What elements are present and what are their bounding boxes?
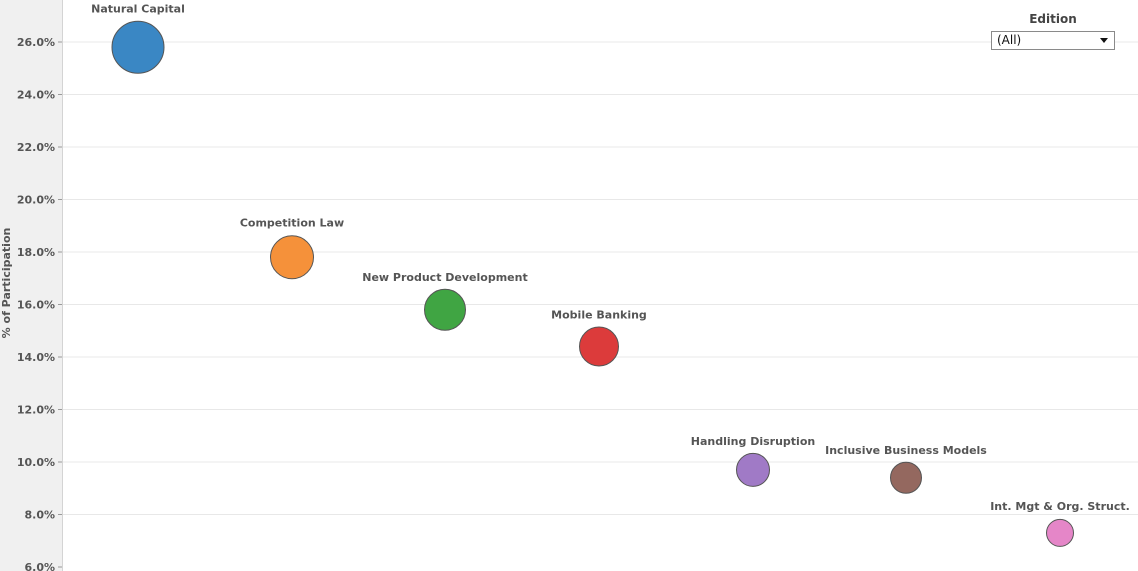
edition-dropdown[interactable]: (All) [991, 31, 1115, 50]
bubble-mark[interactable] [890, 461, 922, 494]
y-tick-label: 22.0% [17, 141, 55, 154]
bubble-mark[interactable] [1046, 518, 1074, 547]
bubble-label: Competition Law [240, 216, 344, 229]
bubble-mark[interactable] [736, 452, 770, 487]
edition-selected-value: (All) [997, 33, 1022, 47]
y-axis-line [62, 0, 63, 571]
bubble-mark[interactable] [270, 235, 314, 280]
bubble-label: Mobile Banking [551, 309, 647, 322]
y-tick-label: 24.0% [17, 89, 55, 102]
bubble-label: New Product Development [362, 271, 527, 284]
bubble-label: Int. Mgt & Org. Struct. [990, 500, 1130, 513]
y-tick-label: 10.0% [17, 456, 55, 469]
y-tick-label: 8.0% [24, 509, 55, 522]
y-tick-label: 16.0% [17, 299, 55, 312]
bubble-label: Natural Capital [91, 2, 185, 15]
y-axis-band: % of Participation [0, 0, 62, 571]
y-tick-label: 12.0% [17, 404, 55, 417]
y-tick-label: 14.0% [17, 351, 55, 364]
edition-filter-title: Edition [1029, 12, 1077, 26]
y-tick-label: 6.0% [24, 561, 55, 571]
y-tick-label: 26.0% [17, 36, 55, 49]
chevron-down-icon [1100, 38, 1108, 43]
bubble-label: Inclusive Business Models [825, 444, 987, 457]
bubble-mark[interactable] [579, 326, 619, 367]
bubble-mark[interactable] [424, 288, 466, 331]
edition-filter: Edition (All) [991, 12, 1115, 50]
bubble-mark[interactable] [111, 20, 165, 74]
bubble-label: Handling Disruption [691, 435, 815, 448]
y-tick-label: 18.0% [17, 246, 55, 259]
y-tick-label: 20.0% [17, 194, 55, 207]
